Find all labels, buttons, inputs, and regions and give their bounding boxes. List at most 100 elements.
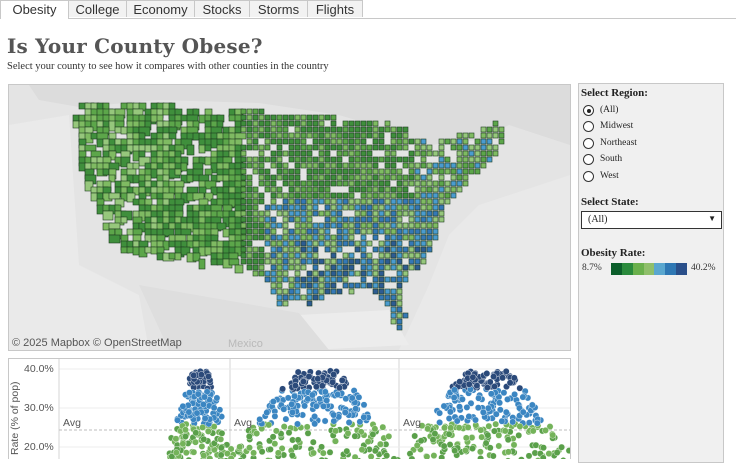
county-shape[interactable]: [132, 240, 140, 248]
scatter-point[interactable]: [330, 411, 337, 419]
scatter-point[interactable]: [469, 373, 477, 381]
scatter-point[interactable]: [182, 433, 189, 440]
county-shape[interactable]: [240, 198, 247, 205]
county-shape[interactable]: [192, 252, 201, 262]
county-shape[interactable]: [480, 156, 487, 163]
county-shape[interactable]: [336, 132, 343, 139]
county-shape[interactable]: [390, 312, 397, 319]
county-shape[interactable]: [372, 204, 379, 211]
scatter-point[interactable]: [360, 413, 368, 421]
county-shape[interactable]: [330, 156, 337, 163]
county-shape[interactable]: [408, 138, 415, 145]
county-shape[interactable]: [372, 192, 379, 199]
scatter-point[interactable]: [193, 409, 201, 417]
scatter-point[interactable]: [356, 418, 364, 426]
county-shape[interactable]: [288, 246, 295, 253]
scatter-point[interactable]: [477, 426, 485, 434]
scatter-point[interactable]: [344, 429, 352, 437]
county-shape[interactable]: [132, 228, 143, 236]
county-shape[interactable]: [366, 132, 373, 139]
county-shape[interactable]: [240, 150, 247, 157]
county-shape[interactable]: [312, 126, 319, 133]
county-shape[interactable]: [294, 132, 301, 139]
county-shape[interactable]: [234, 264, 244, 274]
county-shape[interactable]: [276, 210, 283, 217]
county-shape[interactable]: [378, 204, 385, 211]
county-shape[interactable]: [282, 114, 289, 121]
county-shape[interactable]: [438, 204, 445, 211]
county-shape[interactable]: [432, 234, 439, 241]
county-shape[interactable]: [318, 240, 325, 247]
county-shape[interactable]: [246, 174, 253, 181]
county-shape[interactable]: [348, 264, 355, 271]
county-shape[interactable]: [168, 126, 178, 134]
county-shape[interactable]: [174, 210, 184, 218]
county-shape[interactable]: [342, 258, 349, 265]
county-shape[interactable]: [312, 294, 319, 301]
scatter-point[interactable]: [496, 399, 503, 407]
county-shape[interactable]: [240, 126, 247, 133]
county-shape[interactable]: [390, 246, 397, 253]
scatter-point[interactable]: [320, 402, 327, 410]
county-shape[interactable]: [132, 126, 140, 134]
county-shape[interactable]: [330, 264, 337, 271]
map-attribution[interactable]: © 2025 Mapbox © OpenStreetMap: [12, 337, 182, 349]
county-shape[interactable]: [432, 186, 439, 193]
county-shape[interactable]: [294, 276, 301, 283]
county-shape[interactable]: [318, 168, 325, 175]
county-shape[interactable]: [414, 252, 421, 259]
county-shape[interactable]: [396, 258, 403, 265]
scatter-point[interactable]: [445, 430, 453, 438]
county-shape[interactable]: [312, 228, 319, 235]
county-shape[interactable]: [306, 144, 313, 151]
county-shape[interactable]: [396, 228, 403, 235]
county-shape[interactable]: [384, 144, 391, 151]
scatter-point[interactable]: [371, 425, 379, 433]
county-shape[interactable]: [258, 162, 265, 169]
county-shape[interactable]: [294, 138, 301, 145]
county-shape[interactable]: [450, 168, 457, 175]
county-shape[interactable]: [390, 306, 397, 313]
county-shape[interactable]: [342, 138, 349, 145]
scatter-point[interactable]: [213, 394, 221, 402]
county-shape[interactable]: [204, 180, 217, 190]
county-shape[interactable]: [300, 228, 307, 235]
county-shape[interactable]: [360, 144, 367, 151]
county-shape[interactable]: [252, 108, 259, 115]
county-shape[interactable]: [384, 180, 391, 187]
county-shape[interactable]: [246, 240, 253, 247]
scatter-point[interactable]: [451, 447, 459, 455]
county-shape[interactable]: [342, 150, 349, 157]
scatter-point[interactable]: [330, 371, 337, 378]
county-shape[interactable]: [318, 114, 325, 121]
county-shape[interactable]: [366, 210, 373, 217]
county-shape[interactable]: [312, 120, 319, 127]
county-shape[interactable]: [276, 222, 283, 229]
county-shape[interactable]: [276, 234, 283, 241]
county-shape[interactable]: [108, 228, 116, 236]
county-shape[interactable]: [348, 126, 355, 133]
county-shape[interactable]: [420, 246, 427, 253]
scatter-point[interactable]: [194, 390, 202, 398]
scatter-point[interactable]: [367, 453, 375, 459]
county-shape[interactable]: [390, 204, 397, 211]
county-shape[interactable]: [354, 120, 361, 127]
county-shape[interactable]: [318, 198, 325, 205]
scatter-point[interactable]: [463, 404, 471, 411]
scatter-point[interactable]: [546, 423, 554, 431]
scatter-point[interactable]: [499, 374, 506, 382]
county-shape[interactable]: [294, 282, 301, 289]
scatter-point[interactable]: [371, 447, 379, 455]
county-shape[interactable]: [264, 228, 271, 235]
county-shape[interactable]: [318, 186, 325, 193]
county-shape[interactable]: [366, 180, 373, 187]
county-shape[interactable]: [342, 198, 349, 205]
county-shape[interactable]: [360, 174, 367, 181]
county-shape[interactable]: [366, 228, 373, 235]
scatter-point[interactable]: [411, 432, 419, 440]
county-shape[interactable]: [264, 114, 271, 121]
county-shape[interactable]: [492, 126, 499, 133]
county-shape[interactable]: [348, 150, 355, 157]
scatter-point[interactable]: [510, 374, 518, 382]
county-shape[interactable]: [270, 114, 277, 121]
